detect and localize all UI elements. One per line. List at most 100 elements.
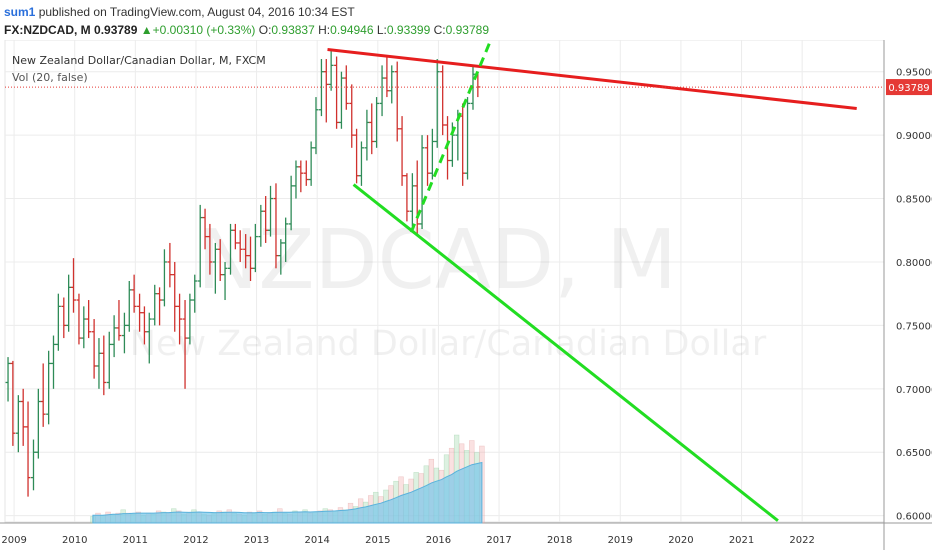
ohlc-bar bbox=[116, 300, 122, 341]
ohlc-bar bbox=[303, 160, 309, 186]
ohlc-bar bbox=[429, 128, 435, 180]
ohlc-bar bbox=[192, 274, 198, 313]
ohlc-bar bbox=[182, 300, 188, 389]
ohlc-bar bbox=[40, 363, 46, 427]
publish-line: sum1 published on TradingView.com, Augus… bbox=[4, 5, 355, 19]
ohlc-bar bbox=[237, 230, 243, 262]
ohlc-bar bbox=[106, 331, 112, 389]
ohlc-bar bbox=[202, 208, 208, 250]
ohlc-bar bbox=[349, 84, 355, 148]
x-tick-label: 2019 bbox=[608, 535, 633, 546]
ohlc-bar bbox=[167, 242, 173, 288]
ohlc-bar bbox=[212, 242, 218, 294]
x-tick-label: 2010 bbox=[62, 535, 87, 546]
ohlc-bar bbox=[389, 65, 395, 104]
ohlc-bar bbox=[283, 217, 289, 262]
ohlc-bar bbox=[308, 141, 314, 186]
ohlc-bar bbox=[101, 335, 107, 396]
ohlc-bar bbox=[25, 401, 31, 497]
ohlc-bar bbox=[207, 223, 213, 275]
indicator-label: Vol (20, false) bbox=[12, 71, 88, 84]
high-label: H: bbox=[318, 23, 331, 37]
ohlc-bar bbox=[137, 293, 143, 332]
ohlc-bar bbox=[288, 175, 294, 231]
ohlc-bar bbox=[228, 223, 234, 275]
x-tick-label: 2009 bbox=[1, 535, 26, 546]
ohlc-bar bbox=[364, 109, 370, 161]
ohlc-bar bbox=[66, 274, 72, 332]
ohlc-bar bbox=[278, 239, 284, 275]
ohlc-bar bbox=[46, 350, 52, 425]
ohlc-bar bbox=[394, 61, 400, 142]
ohlc-bar bbox=[232, 223, 238, 250]
ohlc-bar bbox=[419, 135, 425, 229]
grid-lines bbox=[5, 40, 884, 522]
change-value: +0.00310 (+0.33%) bbox=[152, 23, 256, 37]
symbol-label[interactable]: FX:NZDCAD, bbox=[4, 23, 78, 37]
ohlc-bar bbox=[404, 173, 410, 222]
ohlc-bar bbox=[86, 300, 92, 339]
ohlc-bar bbox=[354, 128, 360, 184]
x-tick-label: 2020 bbox=[668, 535, 693, 546]
ohlc-bar bbox=[71, 258, 77, 313]
chart-header: sum1 published on TradingView.com, Augus… bbox=[0, 0, 932, 40]
plot-frame bbox=[4, 39, 885, 523]
trendline-lower-support bbox=[352, 183, 779, 522]
ohlc-bar bbox=[328, 48, 334, 91]
close-value: 0.93789 bbox=[445, 23, 490, 37]
ohlc-bar bbox=[379, 65, 385, 117]
ohlc-bars bbox=[5, 48, 481, 497]
published-text: published on TradingView.com, August 04,… bbox=[35, 5, 355, 19]
watermark-symbol: NZDCAD, M bbox=[197, 213, 677, 308]
high-value: 0.94946 bbox=[330, 23, 374, 37]
period-label: M bbox=[80, 23, 91, 37]
open-label: O: bbox=[258, 23, 272, 37]
last-price: 0.93789 bbox=[94, 23, 138, 37]
open-value: 0.93837 bbox=[271, 23, 315, 37]
ohlc-bar bbox=[313, 97, 319, 155]
last-price-label: 0.93789 bbox=[888, 83, 929, 94]
ohlc-bar bbox=[263, 196, 269, 243]
ohlc-bar bbox=[268, 185, 274, 237]
up-arrow-icon: ▲ bbox=[140, 23, 153, 37]
ohlc-bar bbox=[50, 335, 56, 389]
ohlc-bar bbox=[126, 281, 132, 332]
ohlc-bar bbox=[252, 223, 258, 273]
x-tick-label: 2013 bbox=[244, 535, 269, 546]
x-tick-label: 2012 bbox=[183, 535, 208, 546]
ohlc-bar bbox=[141, 306, 147, 345]
ohlc-bar bbox=[197, 204, 203, 288]
ohlc-bar bbox=[187, 293, 193, 345]
ohlc-bar bbox=[55, 293, 61, 351]
ohlc-bar bbox=[91, 319, 97, 379]
ohlc-bar bbox=[243, 234, 249, 269]
ohlc-bar bbox=[15, 395, 21, 453]
ohlc-bar bbox=[399, 116, 405, 186]
author-link[interactable]: sum1 bbox=[4, 5, 36, 19]
ohlc-bar bbox=[131, 274, 137, 313]
ohlc-legend: FX:NZDCAD, M 0.93789 ▲+0.00310 (+0.33%) … bbox=[4, 23, 489, 37]
ohlc-bar bbox=[222, 261, 228, 301]
x-tick-label: 2022 bbox=[789, 535, 814, 546]
x-tick-label: 2011 bbox=[123, 535, 148, 546]
trendline-rising-support bbox=[409, 26, 498, 233]
ohlc-bar bbox=[172, 261, 178, 332]
ohlc-bar bbox=[298, 160, 304, 193]
ohlc-bar bbox=[217, 239, 223, 281]
ohlc-bar bbox=[35, 388, 41, 459]
chart-title: New Zealand Dollar/Canadian Dollar, M, F… bbox=[12, 54, 266, 67]
ohlc-bar bbox=[414, 160, 420, 235]
ohlc-bar bbox=[293, 160, 299, 199]
ohlc-bar bbox=[248, 236, 254, 281]
x-tick-label: 2014 bbox=[304, 535, 329, 546]
volume-ma-area bbox=[92, 461, 483, 524]
ohlc-bar bbox=[121, 312, 127, 354]
ohlc-bar bbox=[152, 284, 158, 326]
ohlc-bar bbox=[146, 312, 152, 364]
